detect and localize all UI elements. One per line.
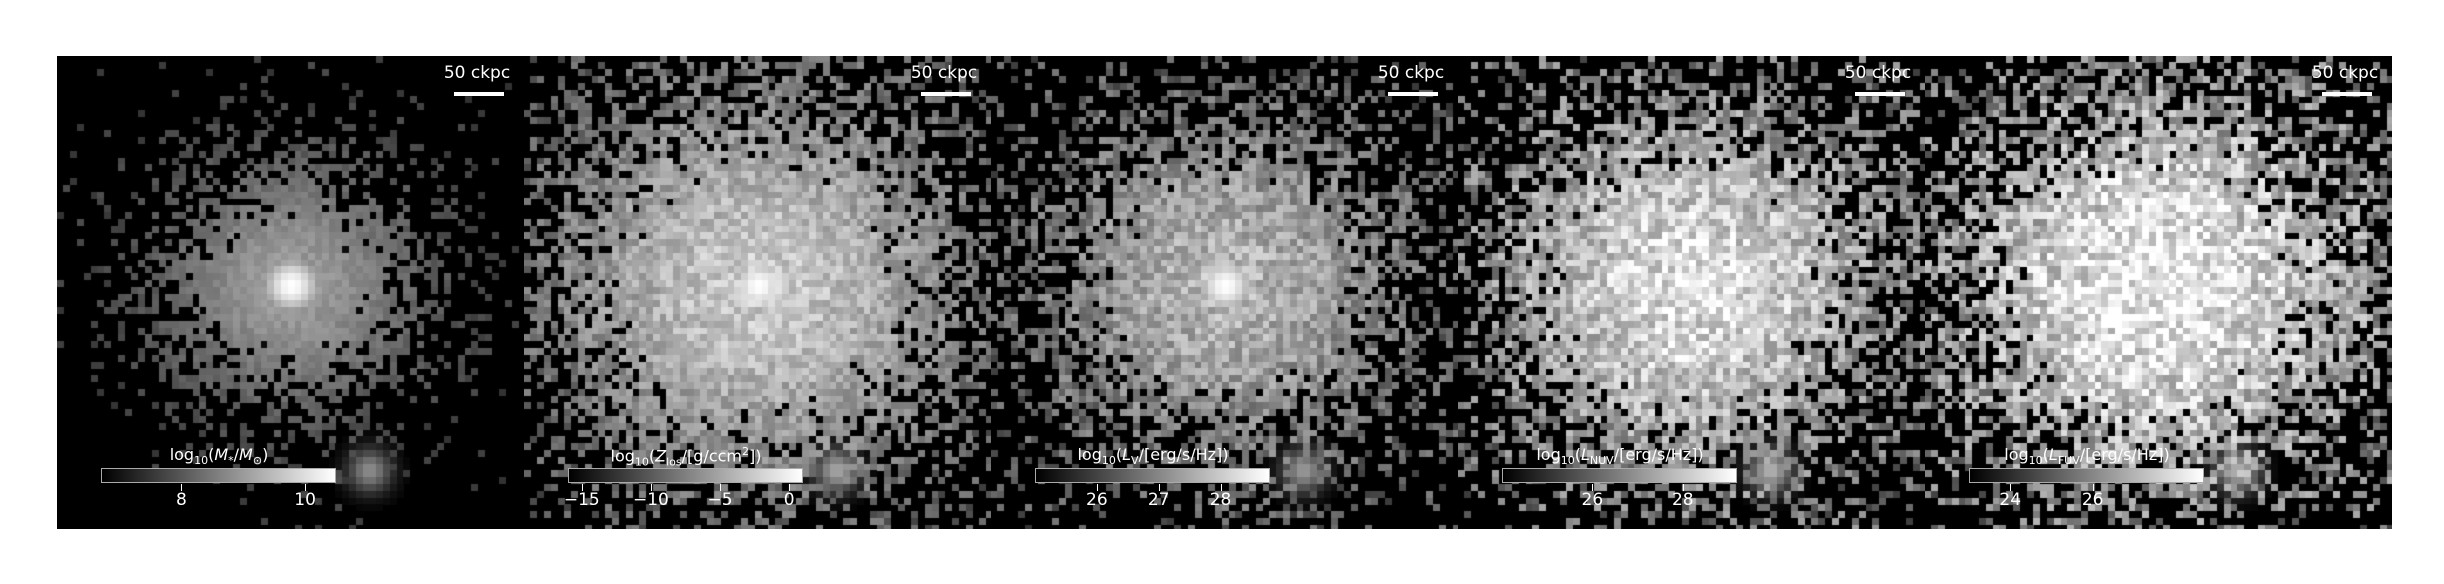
colorbar-tick-label: 27 — [1147, 490, 1170, 510]
colorbar-tick — [650, 484, 652, 491]
colorbar-label: log10(M*/M⊙) — [169, 445, 269, 468]
colorbar-tick-label: 24 — [1999, 490, 2022, 510]
colorbar-tick-label: 26 — [1581, 490, 1604, 510]
colorbar-label: log10(LV/[erg/s/Hz]) — [1077, 445, 1229, 468]
colorbar — [1035, 468, 1270, 483]
scalebar-label: 50 ckpc — [443, 63, 511, 83]
nuv-luminosity-map — [1458, 56, 1925, 529]
v-band-luminosity-map — [991, 56, 1458, 529]
colorbar-tick — [2092, 484, 2094, 491]
panel-v-band-luminosity: 50 ckpc log10(LV/[erg/s/Hz]) 26 27 28 — [991, 56, 1458, 529]
colorbar-tick — [789, 484, 791, 491]
colorbar-tick — [581, 484, 583, 491]
scalebar — [454, 92, 504, 96]
scalebar-label: 50 ckpc — [2311, 63, 2379, 83]
scalebar — [2322, 92, 2372, 96]
colorbar-tick-label: 0 — [783, 490, 795, 510]
colorbar-label: log10(LNUV/[erg/s/Hz]) — [1536, 445, 1704, 468]
colorbar — [568, 468, 803, 483]
colorbar-tick-label: −15 — [563, 490, 600, 510]
colorbar-tick-label: 10 — [294, 490, 316, 510]
colorbar — [1502, 468, 1737, 483]
colorbar-tick — [1220, 484, 1222, 491]
colorbar-tick-label: 26 — [1086, 490, 1108, 510]
stellar-mass-map — [57, 56, 524, 529]
colorbar-tick — [1158, 484, 1160, 491]
colorbar-tick-label: −5 — [707, 490, 733, 510]
colorbar-label: log10(LFUV/[erg/s/Hz]) — [2004, 445, 2170, 468]
scalebar-label: 50 ckpc — [910, 63, 978, 83]
colorbar-tick — [1682, 484, 1684, 491]
scalebar-label: 50 ckpc — [1844, 63, 1912, 83]
colorbar-tick — [181, 484, 183, 491]
colorbar-label: log10(Zlos/[g/ccm2]) — [610, 445, 762, 469]
colorbar-tick-label: 8 — [175, 490, 187, 510]
panel-metallicity: 50 ckpc log10(Zlos/[g/ccm2]) −15 −10 −5 0 — [524, 56, 991, 529]
colorbar-tick — [1096, 484, 1098, 491]
scalebar-label: 50 ckpc — [1377, 63, 1445, 83]
scalebar — [921, 92, 971, 96]
colorbar-tick — [720, 484, 722, 491]
colorbar-tick-label: −10 — [632, 490, 669, 510]
panel-stellar-mass: 50 ckpc log10(M*/M⊙) 8 10 — [57, 56, 524, 529]
panel-nuv-luminosity: 50 ckpc log10(LNUV/[erg/s/Hz]) 26 28 — [1458, 56, 1925, 529]
colorbar-tick-label: 26 — [2081, 490, 2104, 510]
panel-fuv-luminosity: 50 ckpc log10(LFUV/[erg/s/Hz]) 24 26 — [1925, 56, 2392, 529]
colorbar-tick-label: 28 — [1671, 490, 1694, 510]
metallicity-map — [524, 56, 991, 529]
colorbar-tick — [2010, 484, 2012, 491]
colorbar-tick — [1592, 484, 1594, 491]
colorbar-tick — [305, 484, 307, 491]
colorbar — [1969, 468, 2204, 483]
scalebar — [1388, 92, 1438, 96]
colorbar-tick-label: 28 — [1209, 490, 1232, 510]
scalebar — [1855, 92, 1905, 96]
colorbar — [101, 468, 336, 483]
fuv-luminosity-map — [1925, 56, 2392, 529]
